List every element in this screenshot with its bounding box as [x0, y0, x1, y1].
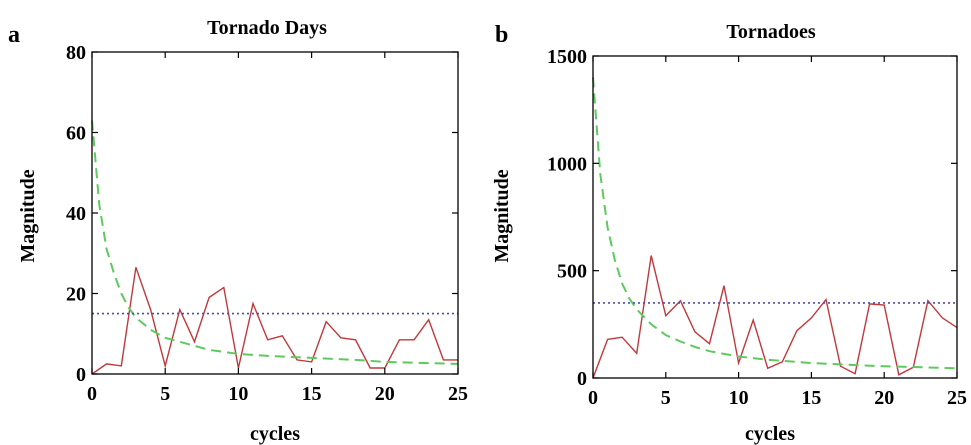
x-tick-label: 15 — [801, 387, 821, 409]
x-tick-label: 15 — [302, 383, 322, 405]
panel-letter-b: b — [495, 22, 508, 48]
x-tick-label: 20 — [375, 383, 395, 405]
plot-frame-a — [91, 51, 459, 375]
x-tick-label: 10 — [729, 387, 749, 409]
ticks-layer-b: 0 5 10 15 20 25 0 500 1000 1500 — [547, 46, 967, 409]
series-line-dashed-1 — [91, 120, 459, 365]
chart-title-tornadoes: Tornadoes — [726, 21, 816, 43]
x-tick-label: 25 — [947, 387, 967, 409]
x-tick-label: 25 — [448, 383, 468, 405]
y-tick-label: 20 — [66, 284, 86, 306]
panel-letter-a: a — [8, 22, 20, 48]
y-tick-label: 1000 — [547, 153, 587, 175]
series-line-solid-0 — [91, 267, 458, 375]
plot-frame-b — [592, 55, 958, 379]
x-tick-label: 5 — [160, 383, 170, 405]
y-tick-label: 1500 — [547, 46, 587, 68]
x-tick-label: 5 — [661, 387, 671, 409]
x-tick-label: 20 — [874, 387, 894, 409]
x-tick-label: 0 — [588, 387, 598, 409]
series-layer-b — [592, 77, 958, 379]
panel-tornadoes: b Tornadoes Magnitude cycles 0 5 10 15 20 250… — [491, 21, 967, 445]
series-line-dashed-1 — [592, 77, 958, 370]
y-tick-label: 0 — [577, 368, 587, 390]
y-tick-label: 40 — [66, 203, 86, 225]
x-axis-label-a: cycles — [250, 423, 300, 445]
x-axis-label-b: cycles — [745, 423, 795, 445]
x-tick-label: 0 — [87, 383, 97, 405]
panel-tornado-days: a Tornado Days Magnitude cycles 0 5 10 15 20… — [8, 17, 468, 445]
series-line-solid-0 — [592, 255, 958, 379]
y-tick-label: 500 — [557, 261, 587, 283]
y-axis-label-b: Magnitude — [491, 169, 513, 262]
y-tick-label: 80 — [66, 42, 86, 64]
series-layer-a — [91, 120, 459, 375]
y-tick-label: 0 — [76, 364, 86, 386]
y-tick-label: 60 — [66, 123, 86, 145]
chart-title-tornado-days: Tornado Days — [207, 17, 327, 39]
y-axis-label-a: Magnitude — [17, 169, 39, 262]
x-tick-label: 10 — [228, 383, 248, 405]
ticks-layer-a: 0 5 10 15 20 25 0 20 40 60 80 — [66, 42, 468, 405]
